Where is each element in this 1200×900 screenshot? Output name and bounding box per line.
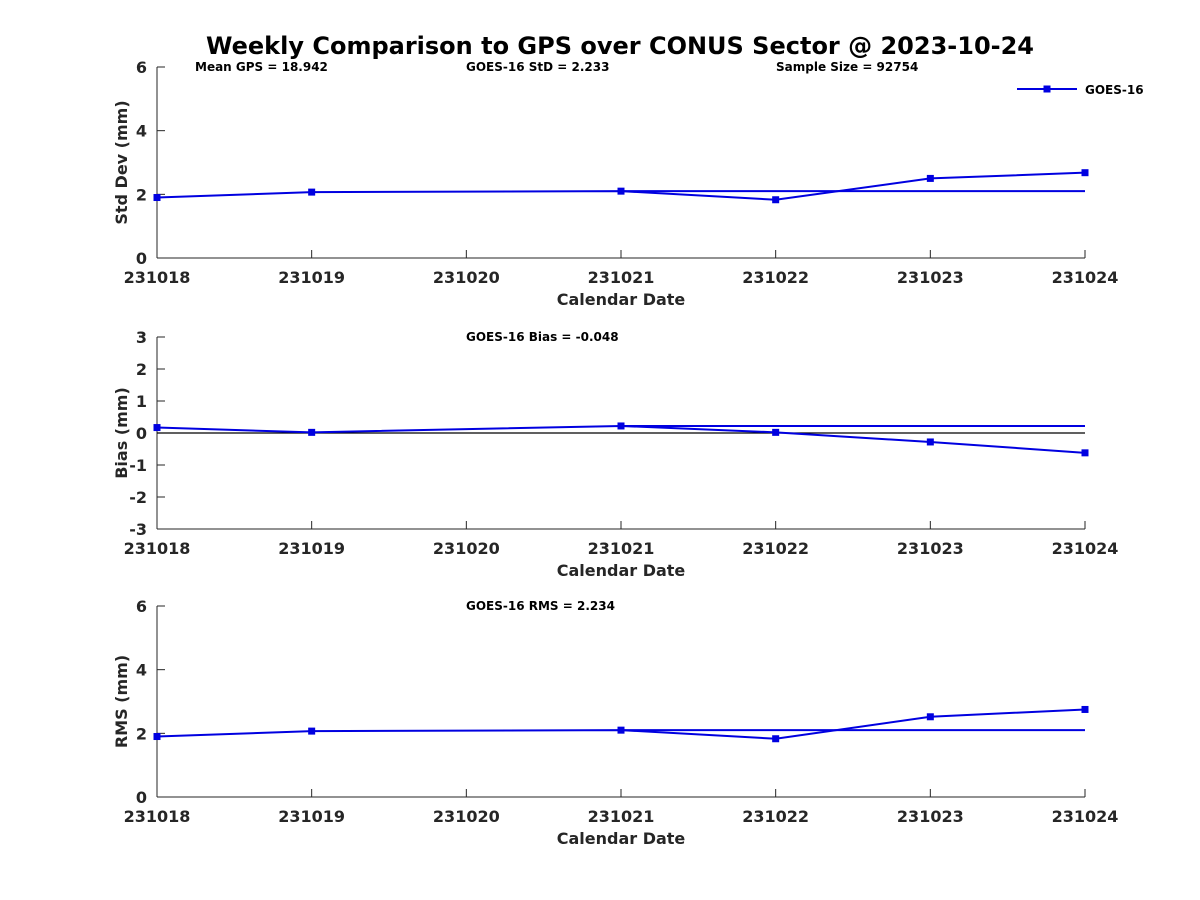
x-tick-label: 231021 [588, 807, 655, 826]
x-tick-label: 231024 [1052, 268, 1119, 287]
chart-title: Weekly Comparison to GPS over CONUS Sect… [206, 32, 1034, 60]
y-tick-label: 4 [136, 661, 147, 680]
y-tick-label: 6 [136, 597, 147, 616]
data-point-marker [308, 428, 316, 436]
data-point-marker [308, 727, 316, 735]
y-tick-label: -2 [129, 488, 147, 507]
legend-label: GOES-16 [1085, 83, 1144, 97]
x-tick-label: 231024 [1052, 807, 1119, 826]
panel-1: 0 2 4 6 231018 231019 231020 231021 231022 231023… [112, 58, 1118, 309]
data-point-marker [308, 188, 316, 196]
data-point-marker [926, 174, 934, 182]
y-tick-label: 0 [136, 249, 147, 268]
x-tick-label: 231018 [124, 268, 191, 287]
x-tick-label: 231021 [588, 539, 655, 558]
data-point-marker [1081, 705, 1089, 713]
y-tick-label: 3 [136, 328, 147, 347]
data-point-marker [772, 735, 780, 743]
y-tick-label: 6 [136, 58, 147, 77]
y-tick-label: -1 [129, 456, 147, 475]
data-point-marker [153, 194, 161, 202]
y-tick-label: 2 [136, 724, 147, 743]
data-point-marker [153, 733, 161, 741]
x-tick-label: 231022 [742, 268, 809, 287]
x-tick-label: 231020 [433, 807, 500, 826]
x-tick-label: 231022 [742, 539, 809, 558]
stat-annotation: Sample Size = 92754 [776, 60, 918, 74]
series-line-goes16 [156, 171, 1086, 201]
y-axis-label: Bias (mm) [112, 387, 131, 479]
y-tick-label: 0 [136, 424, 147, 443]
stat-annotation: Mean GPS = 18.942 [195, 60, 328, 74]
data-point-marker [926, 713, 934, 721]
legend: GOES-16 [1017, 83, 1144, 97]
y-axis-label: Std Dev (mm) [112, 100, 131, 224]
stat-annotation: GOES-16 RMS = 2.234 [466, 599, 615, 613]
x-tick-label: 231022 [742, 807, 809, 826]
data-point-marker [926, 438, 934, 446]
x-tick-label: 231018 [124, 539, 191, 558]
x-tick-label: 231019 [278, 807, 345, 826]
x-tick-label: 231019 [278, 539, 345, 558]
x-axis-label: Calendar Date [557, 561, 686, 580]
x-axis-label: Calendar Date [557, 290, 686, 309]
y-tick-label: 1 [136, 392, 147, 411]
x-tick-label: 231021 [588, 268, 655, 287]
panel-2: -3 -2 -1 0 1 2 3 231018 231019 231020 231021 231022… [112, 328, 1118, 580]
data-point-marker [772, 428, 780, 436]
y-tick-label: 4 [136, 122, 147, 141]
x-tick-label: 231023 [897, 539, 964, 558]
series-line-goes16 [156, 424, 1086, 454]
data-point-marker [1081, 449, 1089, 457]
x-axis-label: Calendar Date [557, 829, 686, 848]
x-tick-label: 231023 [897, 268, 964, 287]
x-tick-label: 231023 [897, 807, 964, 826]
data-point-marker [153, 424, 161, 432]
y-tick-label: 0 [136, 788, 147, 807]
x-tick-label: 231020 [433, 268, 500, 287]
x-tick-label: 231018 [124, 807, 191, 826]
stat-annotation: GOES-16 StD = 2.233 [466, 60, 609, 74]
x-tick-label: 231024 [1052, 539, 1119, 558]
data-point-marker [772, 196, 780, 204]
y-tick-label: 2 [136, 185, 147, 204]
data-point-marker [1081, 169, 1089, 177]
y-axis-label: RMS (mm) [112, 655, 131, 748]
legend-marker-sample [1043, 85, 1051, 93]
series-line-goes16 [156, 708, 1086, 740]
panel-3: 0 2 4 6 231018 231019 231020 231021 231022 231023… [112, 597, 1118, 848]
stat-annotation: GOES-16 Bias = -0.048 [466, 330, 619, 344]
x-tick-label: 231020 [433, 539, 500, 558]
x-tick-label: 231019 [278, 268, 345, 287]
y-tick-label: 2 [136, 360, 147, 379]
y-tick-label: -3 [129, 520, 147, 539]
